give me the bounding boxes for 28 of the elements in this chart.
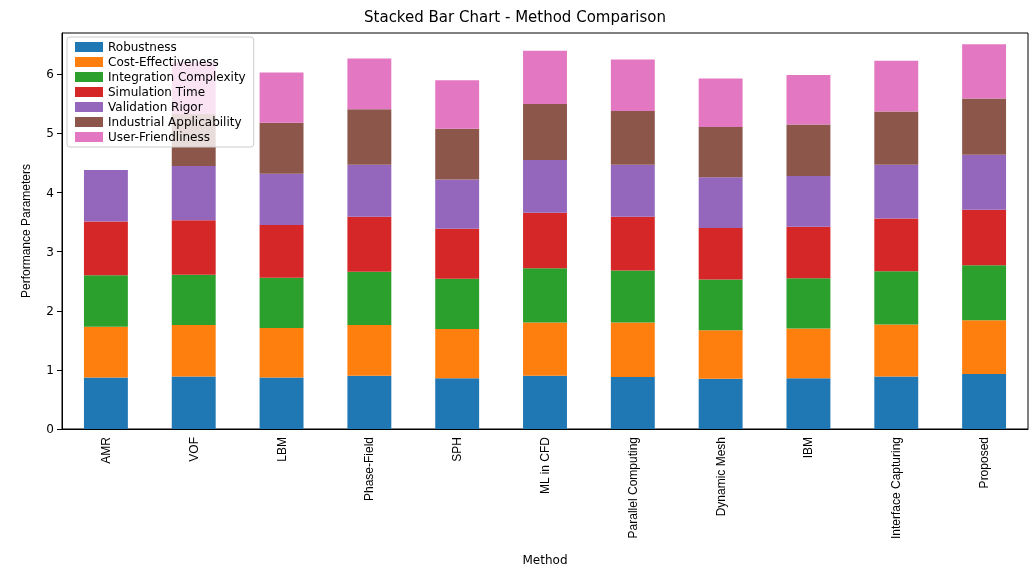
y-axis-title: Performance Parameters — [19, 163, 33, 299]
x-tick-label: Parallel Computing — [625, 437, 640, 539]
x-tick-label: AMR — [98, 436, 113, 464]
legend-label: Validation Rigor — [108, 100, 203, 114]
legend-label: Simulation Time — [108, 85, 206, 99]
x-tick-label: Interface Capturing — [889, 437, 904, 540]
y-tick-label: 5 — [46, 126, 54, 141]
legend-label: Robustness — [108, 40, 177, 54]
x-tick-label: LBM — [274, 437, 289, 462]
legend-label: User-Friendliness — [108, 130, 210, 144]
x-axis-title: Method — [522, 553, 568, 567]
legend-label: Cost-Effectiveness — [108, 55, 219, 69]
x-tick-label: ML in CFD — [538, 436, 552, 494]
y-tick-label: 4 — [46, 185, 54, 200]
y-tick-label: 0 — [46, 422, 54, 436]
x-tick-label: IBM — [801, 437, 816, 459]
legend-label: Integration Complexity — [108, 70, 246, 84]
x-tick-label: SPH — [450, 437, 465, 462]
y-tick-label: 1 — [46, 362, 54, 377]
y-tick-label: 2 — [46, 303, 54, 318]
x-tick-label: Dynamic Mesh — [713, 437, 728, 517]
y-tick-label: 6 — [46, 67, 54, 82]
y-tick-label: 3 — [46, 244, 54, 259]
chart-title: Stacked Bar Chart - Method Comparison — [364, 7, 666, 26]
x-tick-label: Proposed — [977, 437, 992, 489]
legend-label: Industrial Applicability — [108, 115, 242, 129]
x-tick-label: VOF — [186, 437, 201, 462]
x-tick-label: Phase-Field — [362, 437, 377, 502]
